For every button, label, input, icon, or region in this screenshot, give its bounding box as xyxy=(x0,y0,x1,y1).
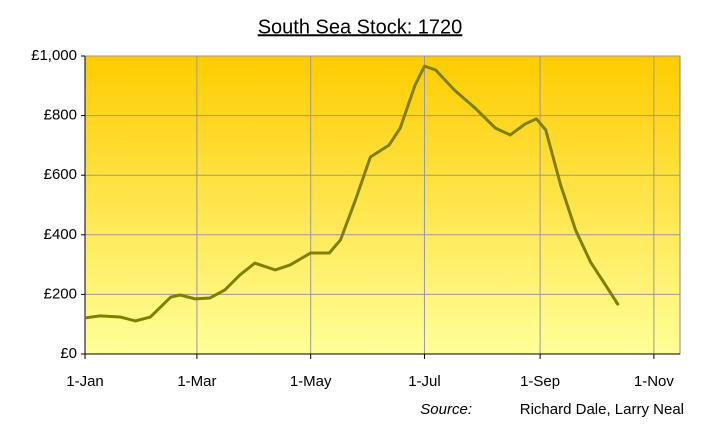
y-tick-label: £600 xyxy=(44,166,77,183)
y-tick-label: £800 xyxy=(44,107,77,124)
source-label: Source: xyxy=(420,401,472,418)
source: Richard Dale, Larry Neal xyxy=(520,401,684,418)
y-tick-label: £0 xyxy=(60,345,77,362)
y-tick-label: £200 xyxy=(44,285,77,302)
x-tick-label: 1-May xyxy=(290,373,332,390)
x-tick-label: 1-Sep xyxy=(520,373,560,390)
price-line xyxy=(84,64,620,323)
x-tick-label: 1-Jan xyxy=(66,373,104,390)
y-tick-label: £400 xyxy=(44,226,77,243)
x-tick-label: 1-Mar xyxy=(177,373,216,390)
x-tick-label: 1-Jul xyxy=(408,373,441,390)
plot-area xyxy=(84,55,681,355)
y-tick-label: £1,000 xyxy=(31,47,77,64)
x-tick-label: 1-Nov xyxy=(634,373,675,390)
chart-title: South Sea Stock: 1720 xyxy=(258,16,463,38)
